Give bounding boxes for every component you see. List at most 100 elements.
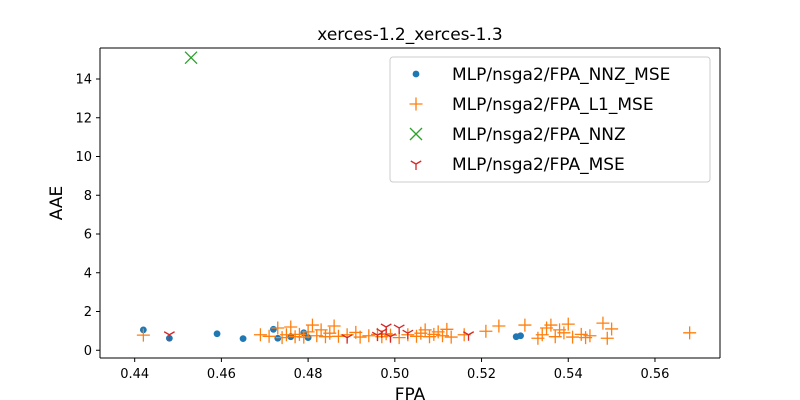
- legend-marker: [409, 127, 423, 141]
- data-point-shape: [600, 331, 614, 345]
- data-point-shape: [605, 322, 619, 336]
- data-point: [305, 318, 319, 332]
- y-tick-label: 10: [75, 150, 92, 165]
- data-point-shape: [380, 323, 392, 333]
- data-point-shape: [440, 322, 454, 336]
- data-point: [314, 323, 328, 337]
- data-point-shape: [341, 334, 353, 344]
- data-point-shape: [479, 324, 493, 338]
- data-point-shape: [492, 319, 506, 333]
- data-point: [548, 330, 562, 344]
- data-point: [518, 318, 532, 332]
- data-point-shape: [271, 321, 285, 335]
- data-point: [380, 323, 392, 333]
- data-point-shape: [683, 326, 697, 340]
- y-tick-label: 14: [75, 73, 92, 88]
- data-point-shape: [314, 323, 328, 337]
- data-point: [683, 326, 697, 340]
- chart-title: xerces-1.2_xerces-1.3: [317, 25, 502, 45]
- y-tick-label: 6: [84, 228, 92, 243]
- data-point-shape: [548, 330, 562, 344]
- x-axis-label: FPA: [395, 385, 426, 400]
- data-point: [136, 328, 150, 342]
- data-point-shape: [305, 318, 319, 332]
- data-point: [362, 329, 376, 343]
- data-point-shape: [279, 328, 293, 342]
- data-point-shape: [544, 318, 558, 332]
- data-point: [323, 326, 337, 340]
- data-point: [535, 328, 549, 342]
- data-point: [462, 331, 475, 341]
- data-point: [213, 330, 221, 338]
- data-point: [284, 320, 298, 334]
- data-point: [440, 322, 454, 336]
- data-point-shape: [353, 330, 367, 344]
- plot-frame: [99, 47, 721, 359]
- series-2: [136, 316, 697, 345]
- data-point-shape: [535, 328, 549, 342]
- data-point-shape: [253, 328, 267, 342]
- data-point: [418, 323, 432, 337]
- legend-box: [389, 56, 711, 183]
- x-tick-label: 0.50: [380, 367, 409, 382]
- y-tick-label: 2: [84, 305, 92, 320]
- data-point: [271, 321, 285, 335]
- data-point: [557, 326, 571, 340]
- data-point-shape: [136, 328, 150, 342]
- x-tick-label: 0.56: [640, 367, 669, 382]
- data-point-shape: [323, 326, 337, 340]
- legend-label: MLP/nsga2/FPA_NNZ: [452, 125, 626, 145]
- y-axis-label: AAE: [47, 186, 67, 220]
- data-points: [136, 51, 697, 345]
- data-point: [279, 328, 293, 342]
- data-point-shape: [462, 331, 475, 341]
- data-point-shape: [362, 329, 376, 343]
- data-point-shape: [418, 323, 432, 337]
- data-point-shape: [284, 320, 298, 334]
- data-point: [270, 325, 277, 333]
- data-point-shape: [596, 316, 610, 330]
- data-point-shape: [518, 318, 532, 332]
- data-point: [492, 319, 506, 333]
- data-point-shape: [583, 329, 597, 343]
- legend-label: MLP/nsga2/FPA_NNZ_MSE: [452, 65, 670, 85]
- data-point: [331, 329, 345, 343]
- data-point-shape: [402, 329, 414, 340]
- data-point: [184, 51, 198, 65]
- y-tick-label: 0: [84, 344, 92, 359]
- data-point: [384, 333, 397, 343]
- data-point-shape: [566, 330, 580, 344]
- y-tick-label: 8: [84, 189, 92, 204]
- legend: MLP/nsga2/FPA_NNZ_MSE MLP/nsga2/FPA_L1_MS…: [389, 56, 711, 183]
- x-tick-label: 0.52: [467, 367, 496, 382]
- data-point-shape: [262, 329, 276, 343]
- data-point: [301, 325, 315, 339]
- y-axis-ticks: 0 2 4 6 8 10 12 14: [75, 73, 100, 359]
- data-point-shape: [331, 329, 345, 343]
- data-point: [600, 331, 614, 345]
- legend-marker: [409, 97, 423, 111]
- data-point: [583, 329, 597, 343]
- x-axis-ticks: 0.44 0.46 0.48 0.50 0.52 0.54 0.56: [120, 358, 669, 382]
- data-point: [253, 328, 267, 342]
- data-point: [262, 329, 276, 343]
- legend-marker-shape: [410, 160, 422, 170]
- data-point-shape: [557, 326, 571, 340]
- data-point: [341, 334, 353, 344]
- legend-entry: MLP/nsga2/FPA_NNZ: [409, 125, 626, 145]
- legend-label: MLP/nsga2/FPA_L1_MSE: [452, 95, 654, 115]
- legend-entry: MLP/nsga2/FPA_L1_MSE: [409, 95, 654, 115]
- legend-label: MLP/nsga2/FPA_MSE: [452, 155, 625, 175]
- data-point-shape: [393, 324, 405, 334]
- x-tick-label: 0.44: [120, 367, 149, 382]
- data-point-shape: [561, 317, 575, 331]
- data-point-shape: [184, 51, 198, 65]
- data-point-shape: [163, 331, 175, 341]
- data-point: [239, 335, 247, 343]
- x-tick-label: 0.54: [554, 367, 583, 382]
- data-point: [353, 330, 367, 344]
- data-point: [517, 332, 524, 340]
- data-point: [479, 324, 493, 338]
- x-tick-label: 0.48: [294, 367, 323, 382]
